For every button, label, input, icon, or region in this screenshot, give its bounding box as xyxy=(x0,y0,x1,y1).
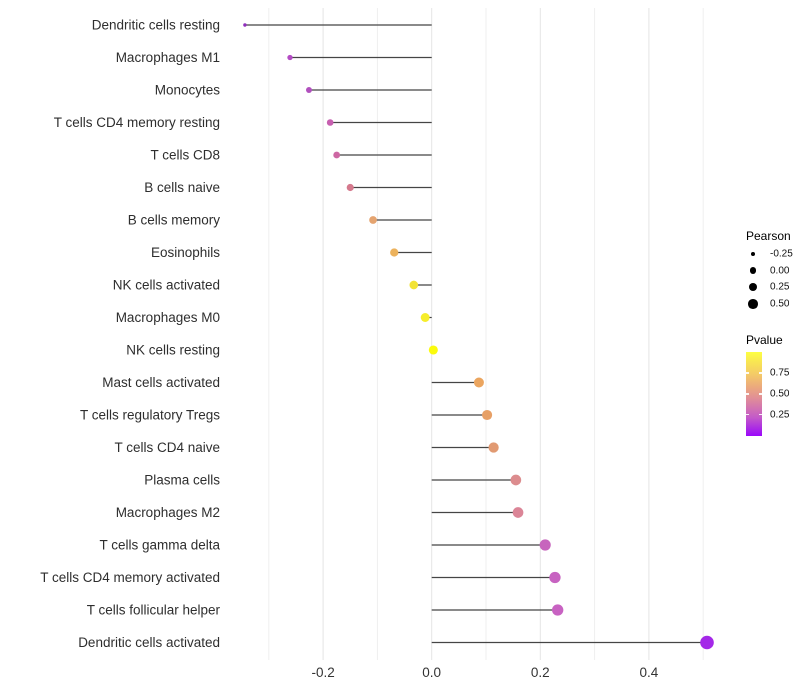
row-label: B cells naive xyxy=(144,180,220,195)
row-label: Macrophages M1 xyxy=(116,50,220,65)
point-dot xyxy=(510,474,522,486)
point-dot xyxy=(488,442,499,453)
point-dot xyxy=(551,604,564,616)
point-dot xyxy=(700,635,714,650)
row-label: Plasma cells xyxy=(144,473,220,488)
point-dot xyxy=(512,507,524,518)
point-dot xyxy=(473,377,484,388)
row-label: B cells memory xyxy=(128,213,221,228)
row-label: Monocytes xyxy=(155,83,221,98)
row-label: T cells CD4 naive xyxy=(114,440,220,455)
x-tick-label: 0.2 xyxy=(531,665,550,680)
row-label: Eosinophils xyxy=(151,245,220,260)
row-label: NK cells resting xyxy=(126,343,220,358)
row-label: T cells CD4 memory activated xyxy=(40,570,220,585)
row-label: Dendritic cells resting xyxy=(92,18,220,33)
x-tick-label: 0.4 xyxy=(640,665,659,680)
row-label: T cells follicular helper xyxy=(87,603,221,618)
point-dot xyxy=(369,216,377,224)
x-tick-label: -0.2 xyxy=(311,665,334,680)
point-dot xyxy=(549,571,561,584)
row-label: Macrophages M0 xyxy=(116,310,220,325)
point-dot xyxy=(305,87,312,93)
point-dot xyxy=(420,313,430,322)
x-tick-label: 0.0 xyxy=(422,665,441,680)
row-label: T cells CD4 memory resting xyxy=(54,115,220,130)
point-dot xyxy=(346,183,354,192)
point-dot xyxy=(390,248,399,257)
point-dot xyxy=(287,54,293,61)
point-dot xyxy=(428,345,438,355)
point-dot xyxy=(409,280,419,290)
row-label: T cells regulatory Tregs xyxy=(80,408,220,423)
row-label: T cells CD8 xyxy=(150,148,220,163)
point-dot xyxy=(482,409,493,421)
point-dot xyxy=(539,539,551,551)
row-label: Macrophages M2 xyxy=(116,505,220,520)
row-label: Mast cells activated xyxy=(102,375,220,390)
row-label: T cells gamma delta xyxy=(99,538,220,553)
point-dot xyxy=(326,119,334,126)
row-label: Dendritic cells activated xyxy=(78,635,220,650)
point-dot xyxy=(333,151,341,159)
row-label: NK cells activated xyxy=(113,278,220,293)
point-dot xyxy=(243,23,247,27)
